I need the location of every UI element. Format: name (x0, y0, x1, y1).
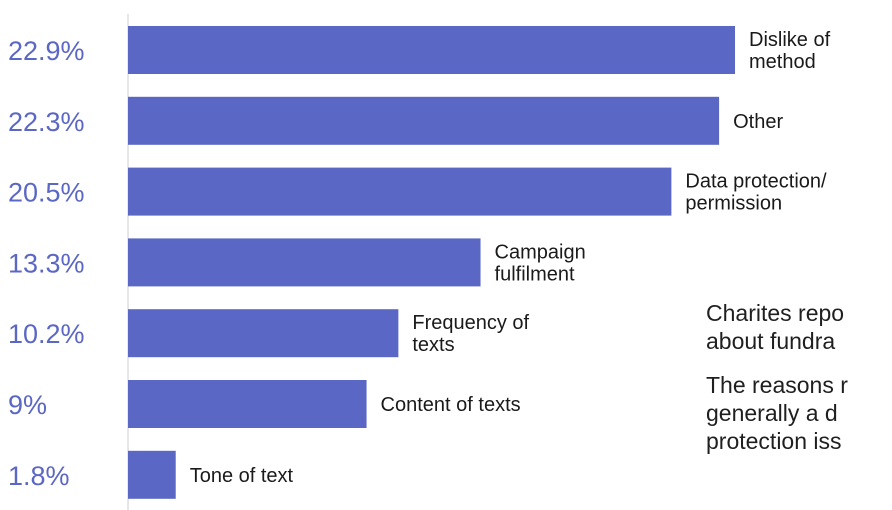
value-label: 22.3% (8, 107, 85, 137)
side-note-line: Charites repo (706, 300, 845, 326)
side-note-line: about fundra (706, 328, 836, 354)
category-label: Content of texts (381, 394, 521, 416)
category-label-line: Dislike of (749, 29, 831, 51)
category-label: Campaign fulfilment (495, 241, 586, 285)
category-label: Data protection/permission (685, 171, 827, 215)
bar (128, 96, 720, 145)
category-label: Frequency of texts (412, 312, 529, 356)
side-note-line: The reasons r (706, 372, 848, 398)
category-label: Other (733, 111, 783, 133)
category-label-line: Tone of text (190, 465, 294, 487)
category-label-line: Other (733, 111, 783, 133)
value-label: 1.8% (8, 461, 70, 491)
bar (128, 26, 735, 74)
bars-group: 22.9% Dislike of method 22.3% Other 20.5% Data… (8, 26, 831, 499)
category-label-line: Frequency of (412, 312, 529, 334)
category-label: Tone of text (190, 465, 294, 487)
bar (128, 309, 399, 358)
category-label-line: Content of texts (381, 394, 521, 416)
value-label: 22.9% (8, 36, 85, 66)
bar (128, 380, 367, 428)
value-label: 13.3% (8, 248, 85, 278)
category-label-line: Data protection/ (685, 171, 827, 193)
side-note-line: generally a d (706, 400, 838, 426)
category-label-line: Campaign (495, 241, 586, 263)
value-label: 10.2% (8, 319, 85, 349)
value-label: 9% (8, 390, 47, 420)
category-label-line: texts (412, 334, 454, 356)
bar (128, 238, 481, 287)
side-note-paragraph-2: The reasons r generally a d protection i… (706, 371, 892, 455)
category-label-line: method (749, 51, 816, 73)
category-label: Dislike of method (749, 29, 831, 73)
bar (128, 450, 176, 499)
category-label-line: fulfilment (495, 263, 575, 285)
value-label: 20.5% (8, 178, 85, 208)
bar (128, 167, 672, 216)
side-note-line: protection iss (706, 428, 842, 454)
side-note-paragraph-1: Charites repo about fundra (706, 299, 892, 355)
category-label-line: permission (685, 193, 782, 215)
